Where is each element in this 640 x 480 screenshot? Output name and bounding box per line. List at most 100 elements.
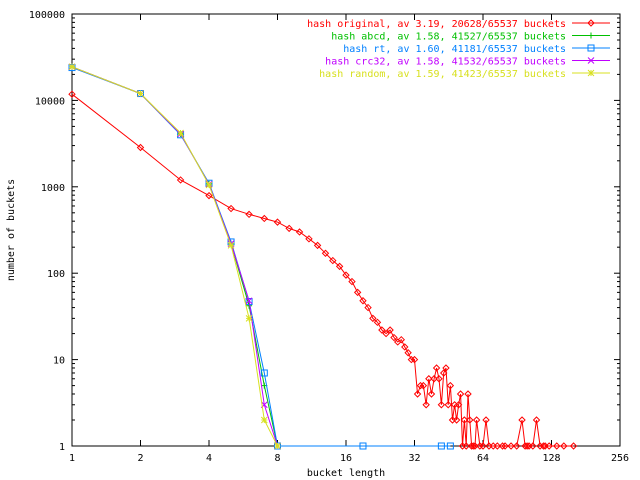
data-point	[469, 442, 477, 450]
data-point	[329, 256, 337, 265]
data-point	[442, 364, 450, 372]
series-1	[68, 90, 578, 450]
data-point	[437, 401, 446, 409]
data-point	[472, 416, 481, 424]
series-line	[71, 93, 574, 447]
data-point	[205, 191, 213, 200]
data-point	[227, 242, 235, 249]
data-point	[479, 442, 487, 450]
x-tick-label: 128	[542, 453, 560, 464]
x-tick-label: 64	[477, 453, 489, 464]
legend: hash original, av 3.19, 20628/65537 buck…	[307, 19, 610, 80]
legend-label: hash abcd, av 1.58, 41527/65537 buckets	[331, 32, 566, 43]
data-point	[560, 442, 568, 450]
data-point	[427, 390, 436, 398]
data-point	[529, 442, 537, 450]
data-point	[245, 210, 253, 219]
data-point	[588, 32, 594, 39]
series-layer	[68, 63, 578, 450]
series-4	[68, 63, 281, 450]
data-point	[430, 375, 438, 383]
data-point	[446, 381, 455, 390]
data-point	[587, 44, 595, 52]
y-tick-label: 1000	[41, 183, 65, 194]
series-line	[71, 66, 278, 447]
data-point	[437, 442, 445, 450]
data-point	[587, 69, 595, 77]
data-point	[260, 416, 268, 424]
data-point	[390, 333, 398, 342]
data-point	[439, 369, 448, 377]
data-point	[260, 214, 269, 223]
data-point	[462, 442, 470, 450]
data-point	[452, 416, 461, 424]
x-tick-label: 4	[206, 453, 212, 464]
x-tick-label: 8	[274, 453, 280, 464]
x-tick-label: 2	[137, 453, 143, 464]
data-point	[321, 249, 330, 257]
data-point	[274, 442, 281, 450]
data-point	[245, 298, 253, 306]
x-tick-label: 16	[340, 453, 352, 464]
data-point	[425, 375, 433, 383]
legend-entry: hash random, av 1.59, 41423/65537 bucket…	[319, 69, 610, 80]
legend-label: hash crc32, av 1.58, 41532/65537 buckets	[325, 57, 566, 68]
series-5	[68, 63, 281, 450]
data-point	[305, 235, 313, 243]
y-tick-label: 100000	[29, 10, 65, 21]
data-point	[523, 442, 531, 450]
data-point	[587, 19, 595, 27]
x-axis-label: bucket length	[307, 468, 385, 479]
data-point	[460, 416, 469, 424]
data-point	[532, 416, 541, 424]
data-point	[386, 326, 394, 334]
data-point	[471, 442, 479, 450]
data-point	[260, 369, 268, 377]
data-point	[416, 381, 425, 390]
legend-entry: hash rt, av 1.60, 41181/65537 buckets	[343, 44, 610, 55]
data-point	[587, 57, 595, 64]
data-point	[205, 181, 213, 189]
data-point	[313, 241, 322, 250]
data-point	[464, 390, 472, 398]
y-tick-label: 10	[53, 356, 65, 367]
data-point	[456, 390, 465, 398]
data-point	[177, 129, 184, 137]
data-point	[466, 416, 474, 424]
data-point	[435, 375, 443, 383]
data-point	[68, 63, 76, 71]
data-point	[422, 401, 430, 409]
legend-label: hash original, av 3.19, 20628/65537 buck…	[307, 19, 566, 30]
data-point	[569, 442, 578, 450]
x-tick-label: 1	[69, 453, 75, 464]
data-point	[444, 401, 452, 409]
data-point	[342, 271, 350, 279]
data-point	[359, 442, 367, 450]
x-tick-label: 256	[611, 453, 629, 464]
data-point	[407, 355, 416, 364]
data-point	[285, 224, 293, 233]
data-point	[518, 416, 526, 424]
series-3	[68, 64, 454, 450]
data-point	[413, 390, 422, 398]
y-tick-label: 100	[47, 269, 65, 280]
data-point	[545, 442, 553, 450]
data-point	[401, 343, 409, 351]
data-point	[454, 401, 463, 409]
y-tick-label: 10000	[35, 96, 65, 107]
y-tick-label: 1	[59, 442, 65, 453]
data-point	[273, 218, 282, 226]
series-2	[69, 63, 281, 449]
data-point	[378, 326, 386, 334]
data-point	[382, 329, 390, 338]
data-point	[482, 416, 490, 424]
data-point	[476, 442, 484, 450]
data-point	[176, 176, 185, 184]
data-point	[419, 381, 428, 390]
data-point	[353, 288, 362, 297]
series-line	[71, 67, 451, 447]
data-point	[512, 442, 521, 450]
data-point	[369, 314, 377, 323]
data-point	[373, 318, 382, 327]
data-point	[553, 442, 561, 450]
